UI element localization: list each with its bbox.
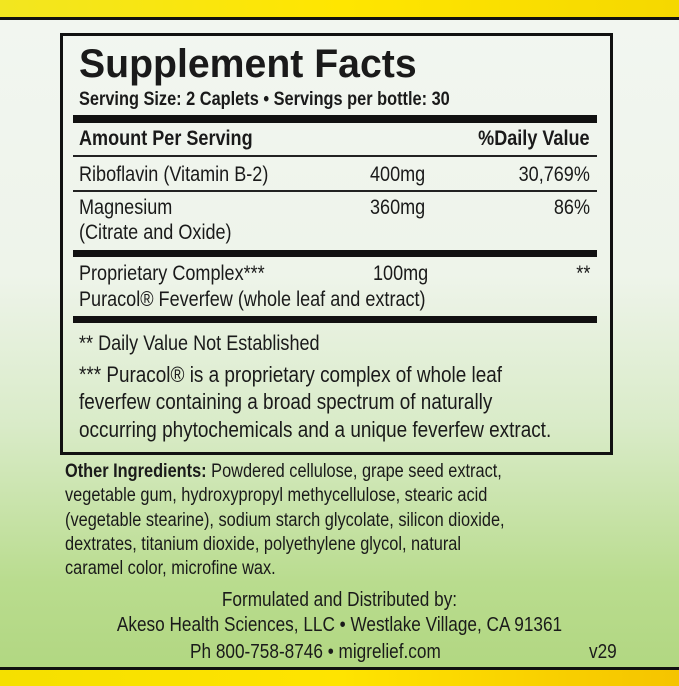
divider: [73, 190, 597, 192]
supplement-facts-panel: [60, 33, 613, 455]
puracol-footnote-line: *** Puracol® is a proprietary complex of…: [79, 362, 503, 387]
divider: [73, 155, 597, 157]
other-ingredients-text: Powdered cellulose, grape seed extract,: [206, 461, 502, 482]
nutrient-dv: **: [575, 262, 590, 285]
version-label: v29: [589, 641, 617, 663]
dv-header: %Daily Value: [478, 127, 590, 150]
amount-header: Amount Per Serving: [79, 127, 253, 150]
nutrient-amount: 100mg: [373, 262, 429, 285]
other-ingredients-line: caramel color, microfine wax.: [65, 558, 276, 579]
puracol-footnote-line: feverfew containing a broad spectrum of …: [79, 389, 493, 414]
nutrient-name: Riboflavin (Vitamin B-2): [79, 163, 269, 186]
nutrient-dv: 30,769%: [518, 163, 590, 186]
bottom-rule: [0, 667, 679, 670]
top-rule: [0, 17, 679, 20]
thick-divider: [73, 250, 597, 257]
distributor-contact: Ph 800-758-8746 • migrelief.com: [190, 641, 441, 663]
other-ingredients-line: (vegetable stearine), sodium starch glyc…: [65, 510, 505, 531]
other-ingredients-line: Other Ingredients: Powdered cellulose, g…: [65, 462, 502, 481]
nutrient-dv: 86%: [553, 196, 590, 219]
nutrient-name: Proprietary Complex***: [79, 262, 265, 285]
nutrient-amount: 400mg: [370, 163, 426, 186]
other-ingredients-line: vegetable gum, hydroxypropyl methycellul…: [65, 485, 488, 506]
other-ingredients-label: Other Ingredients:: [65, 461, 207, 482]
nutrient-amount: 360mg: [370, 196, 426, 219]
nutrient-name: Magnesium: [79, 196, 173, 219]
panel-title: Supplement Facts: [79, 42, 417, 86]
nutrient-name-detail: (Citrate and Oxide): [79, 221, 232, 244]
thick-divider: [73, 316, 597, 323]
thick-divider: [73, 115, 597, 123]
top-yellow-band: [0, 0, 679, 17]
puracol-footnote-line: occurring phytochemicals and a unique fe…: [79, 417, 552, 442]
distributor-heading: Formulated and Distributed by:: [221, 589, 458, 611]
other-ingredients-line: dextrates, titanium dioxide, polyethylen…: [65, 534, 462, 555]
dv-footnote: ** Daily Value Not Established: [79, 332, 320, 355]
nutrient-name-detail: Puracol® Feverfew (whole leaf and extrac…: [79, 288, 426, 311]
distributor-address: Akeso Health Sciences, LLC • Westlake Vi…: [116, 614, 563, 636]
serving-info: Serving Size: 2 Caplets • Servings per b…: [79, 89, 450, 110]
bottom-yellow-band: [0, 670, 679, 686]
